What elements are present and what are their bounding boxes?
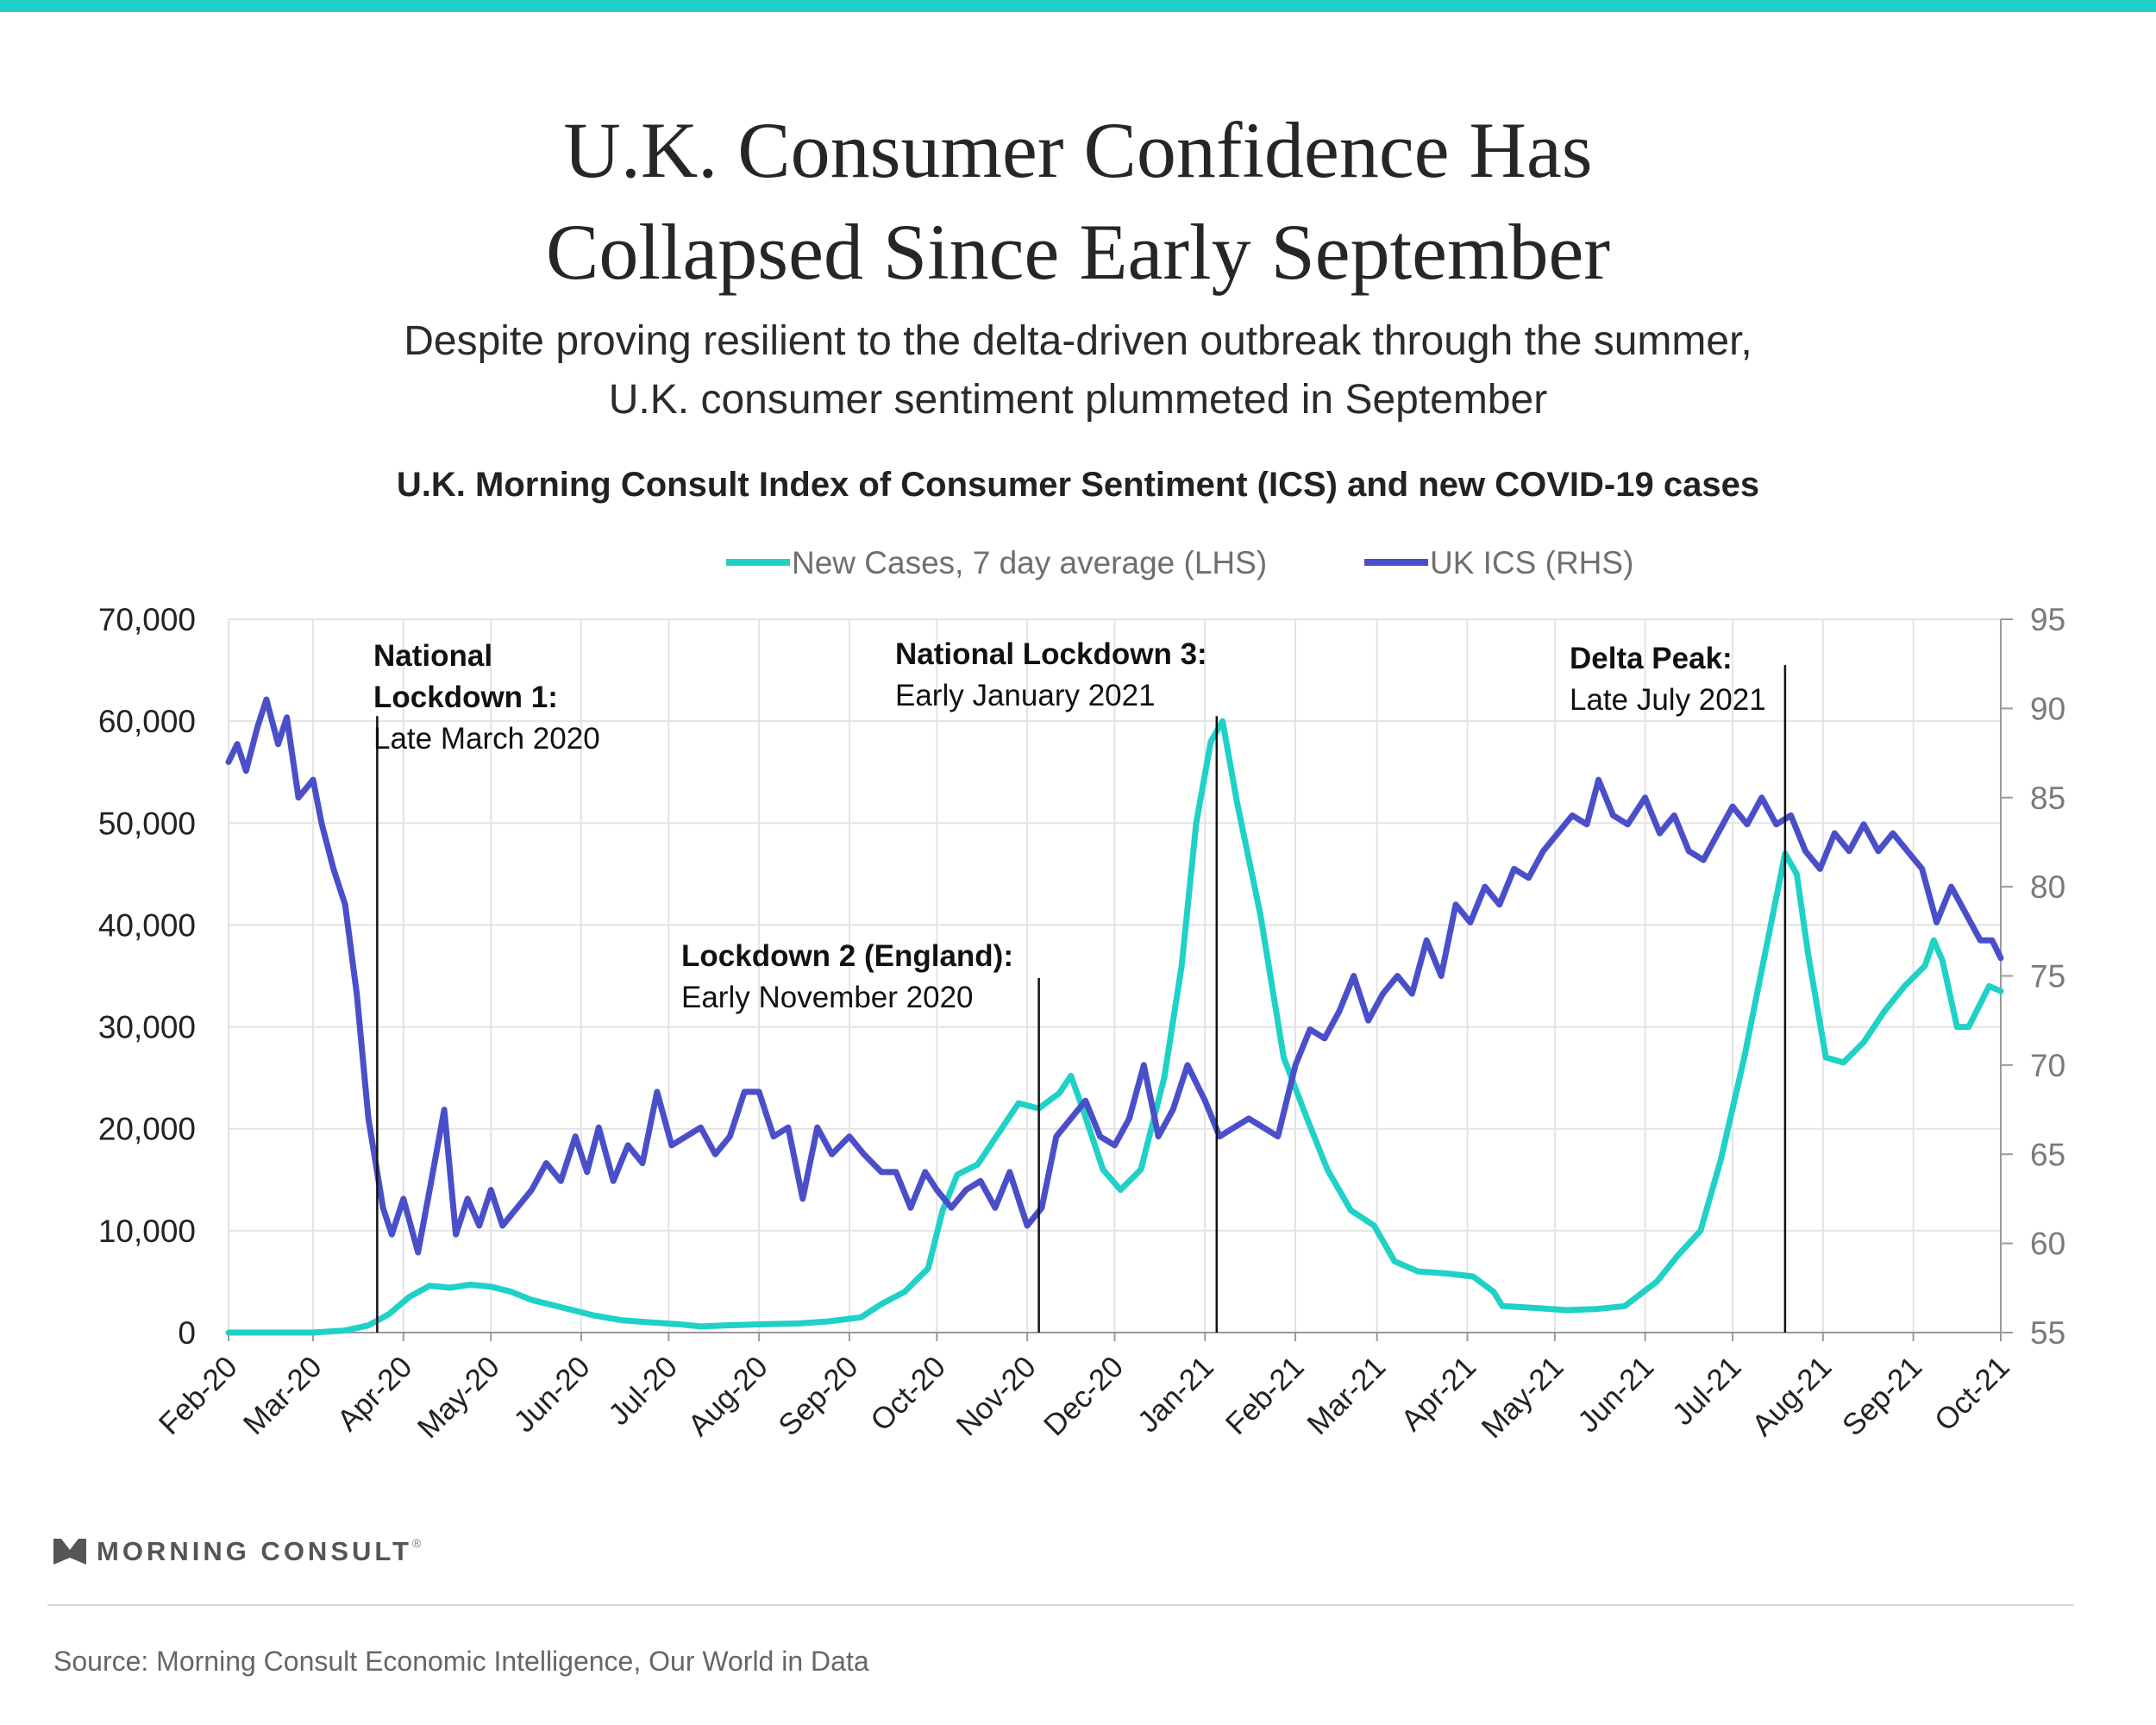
right-axis-tick-label: 60 <box>2030 1226 2065 1262</box>
x-axis-tick-label: Nov-20 <box>950 1350 1042 1442</box>
left-axis-tick-label: 50,000 <box>98 806 196 841</box>
right-axis-tick-label: 85 <box>2030 781 2065 816</box>
right-axis-tick-label: 90 <box>2030 691 2065 726</box>
x-axis-tick-label: Apr-20 <box>331 1350 419 1438</box>
left-axis-tick-label: 0 <box>178 1315 196 1351</box>
title-line-2: Collapsed Since Early September <box>545 208 1610 296</box>
right-axis-tick-label: 70 <box>2030 1048 2065 1083</box>
x-axis-tick-label: Feb-21 <box>1219 1350 1311 1441</box>
right-axis-tick-label: 80 <box>2030 869 2065 905</box>
x-axis-tick-label: Jul-21 <box>1666 1350 1748 1432</box>
x-axis-tick-label: Jun-20 <box>507 1350 596 1439</box>
series-line-new-cases <box>225 718 2004 1336</box>
source-note: Source: Morning Consult Economic Intelli… <box>53 1646 869 1677</box>
right-axis-tick-label: 75 <box>2030 959 2065 994</box>
annotation-title: National Lockdown 3: <box>895 637 1207 671</box>
series-line-uk-ics <box>225 696 2004 1256</box>
logo: MORNING CONSULT ® <box>53 1533 421 1571</box>
x-axis-tick-label: Jan-21 <box>1131 1350 1220 1439</box>
legend-label-uk-ics: UK ICS (RHS) <box>1430 545 1633 580</box>
left-axis-tick-label: 20,000 <box>98 1112 196 1147</box>
left-axis-tick-label: 30,000 <box>98 1010 196 1045</box>
annotation-detail: Early January 2021 <box>895 679 1156 712</box>
x-axis-tick-label: Dec-20 <box>1037 1350 1130 1442</box>
chart: 0 10,000 20,000 30,000 40,000 50,000 60,000 70,… <box>98 545 2065 1445</box>
x-axis-tick-label: Apr-21 <box>1395 1350 1482 1438</box>
x-axis-tick-label: Mar-21 <box>1300 1350 1392 1441</box>
left-axis-tick-label: 70,000 <box>98 602 196 637</box>
x-axis-tick-label: Feb-20 <box>153 1350 244 1441</box>
logo-registered-mark: ® <box>411 1536 422 1550</box>
page-title: U.K. Consumer Confidence Has Collapsed S… <box>0 99 2156 303</box>
annotation-detail: Early November 2020 <box>681 981 974 1014</box>
left-axis-tick-label: 40,000 <box>98 907 196 943</box>
x-axis-tick-label: Sep-21 <box>1836 1350 1928 1442</box>
right-axis-tick-label: 65 <box>2030 1137 2065 1172</box>
footer-divider <box>47 1604 2074 1606</box>
x-axis-tick-label: May-21 <box>1475 1350 1570 1445</box>
legend-label-new-cases: New Cases, 7 day average (LHS) <box>792 545 1267 580</box>
annotation-title: Lockdown 2 (England): <box>681 939 1013 973</box>
page-subtitle: Despite proving resilient to the delta-d… <box>0 312 2156 430</box>
subtitle-line-1: Despite proving resilient to the delta-d… <box>404 318 1752 364</box>
subtitle-line-2: U.K. consumer sentiment plummeted in Sep… <box>608 377 1548 423</box>
annotation-detail: Late March 2020 <box>373 722 600 756</box>
accent-bar <box>0 0 2156 12</box>
chart-title: U.K. Morning Consult Index of Consumer S… <box>396 466 1760 504</box>
x-axis-tick-label: Oct-21 <box>1928 1350 2016 1438</box>
left-axis-tick-label: 10,000 <box>98 1214 196 1249</box>
left-axis-tick-label: 60,000 <box>98 704 196 739</box>
x-axis-tick-label: Sep-20 <box>772 1350 864 1442</box>
x-axis-tick-label: Mar-20 <box>237 1350 329 1441</box>
x-axis-tick-label: Oct-20 <box>864 1350 952 1438</box>
annotation-title: Delta Peak: <box>1570 642 1733 675</box>
x-axis-tick-label: Aug-21 <box>1745 1350 1838 1442</box>
title-line-1: U.K. Consumer Confidence Has <box>563 106 1593 194</box>
x-axis-tick-label: Jul-20 <box>602 1350 684 1432</box>
x-axis-tick-label: Aug-20 <box>681 1350 774 1442</box>
right-axis-tick-label: 95 <box>2030 602 2065 637</box>
logo-text: MORNING CONSULT <box>97 1536 412 1566</box>
right-axis-tick-label: 55 <box>2030 1315 2065 1351</box>
x-axis-tick-label: Jun-21 <box>1571 1350 1660 1439</box>
annotation-detail: Late July 2021 <box>1570 683 1766 717</box>
annotation-title-line2: Lockdown 1: <box>373 681 558 714</box>
x-axis-tick-label: May-20 <box>411 1350 506 1445</box>
annotation-title: National <box>373 639 492 673</box>
logo-mark-icon <box>53 1539 86 1565</box>
